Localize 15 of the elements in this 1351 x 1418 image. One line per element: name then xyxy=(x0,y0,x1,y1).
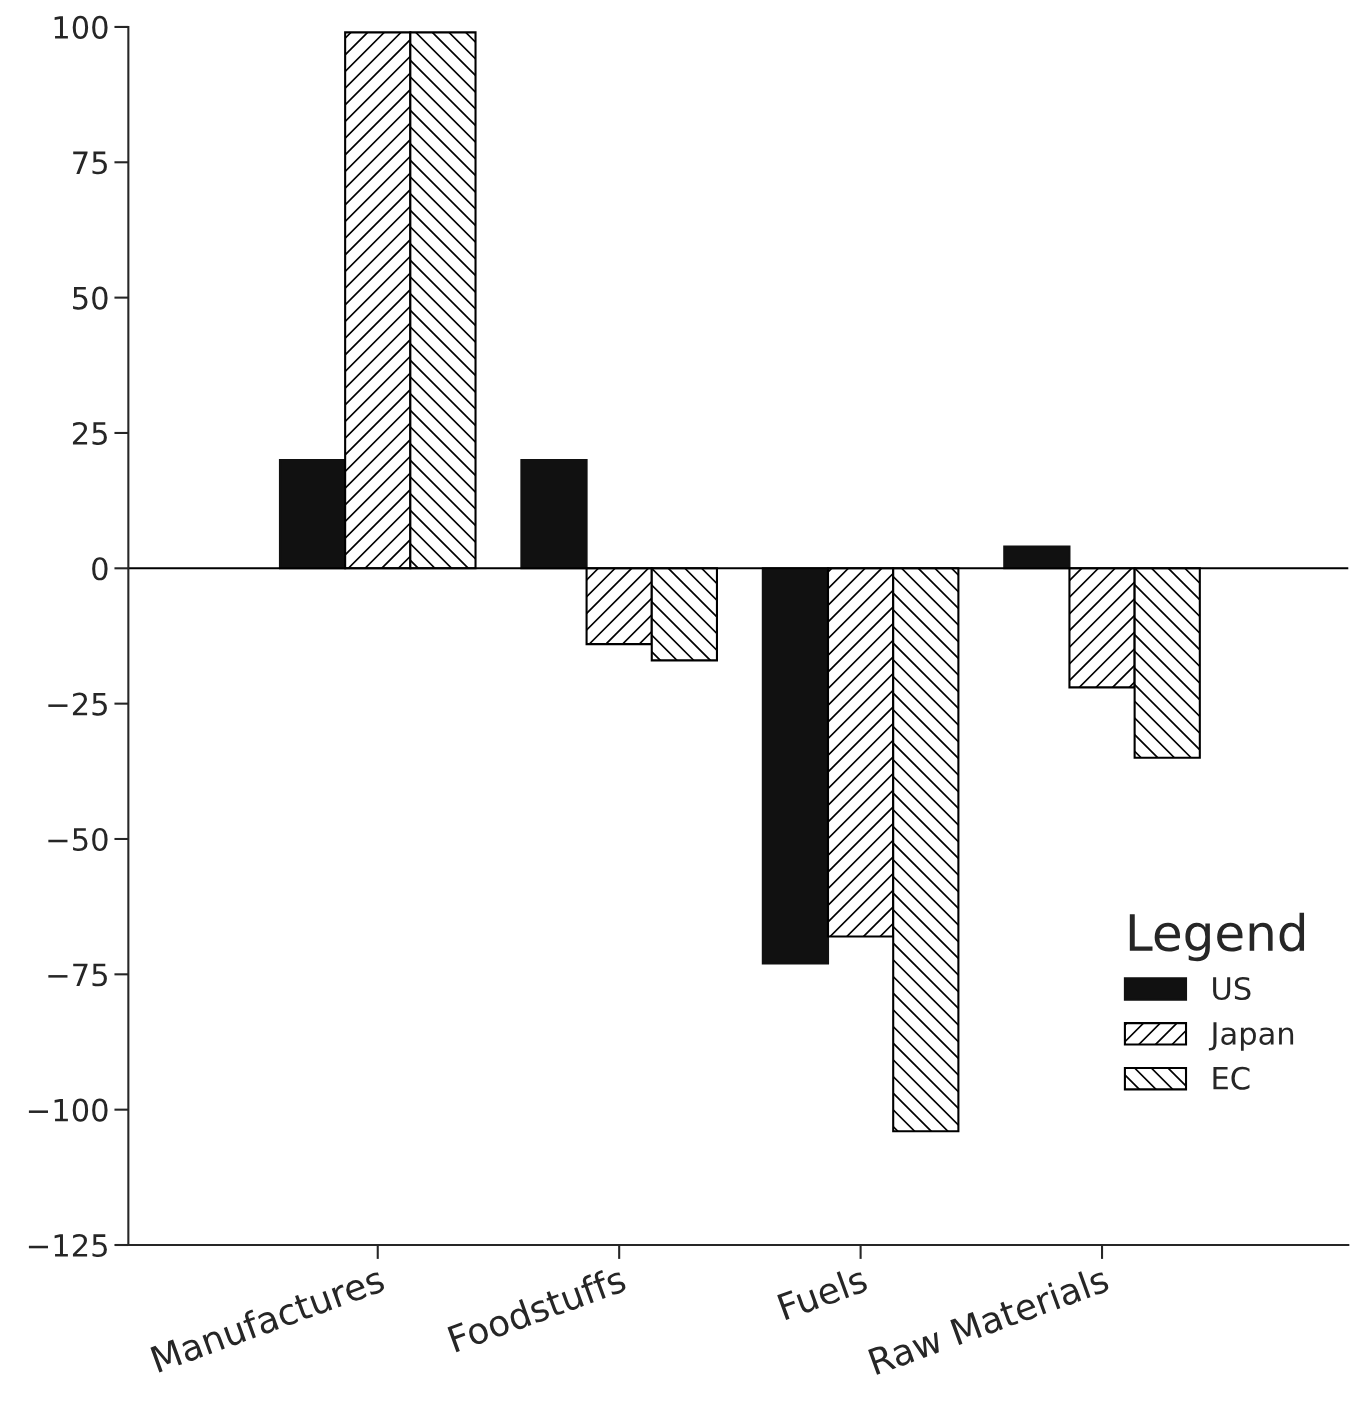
legend-label: EC xyxy=(1213,1066,1250,1090)
y-tick-label: −125 xyxy=(28,1233,107,1258)
y-tick-label: −100 xyxy=(28,1098,108,1122)
x-tick-label: Fuels xyxy=(776,1264,869,1321)
y-tick-label: −75 xyxy=(48,963,107,987)
y-tick-label: 25 xyxy=(72,421,107,446)
legend-label: US xyxy=(1213,976,1251,1001)
legend-label: Japan xyxy=(1208,1022,1294,1051)
y-tick-label: 0 xyxy=(92,557,108,581)
y-tick-label: 50 xyxy=(73,286,108,310)
legend-title: Legend xyxy=(1129,912,1305,962)
y-tick-label: −50 xyxy=(48,827,108,852)
y-tick-label: 75 xyxy=(73,151,107,175)
y-tick-label: 100 xyxy=(54,15,108,39)
y-tick-label: −25 xyxy=(48,692,107,716)
